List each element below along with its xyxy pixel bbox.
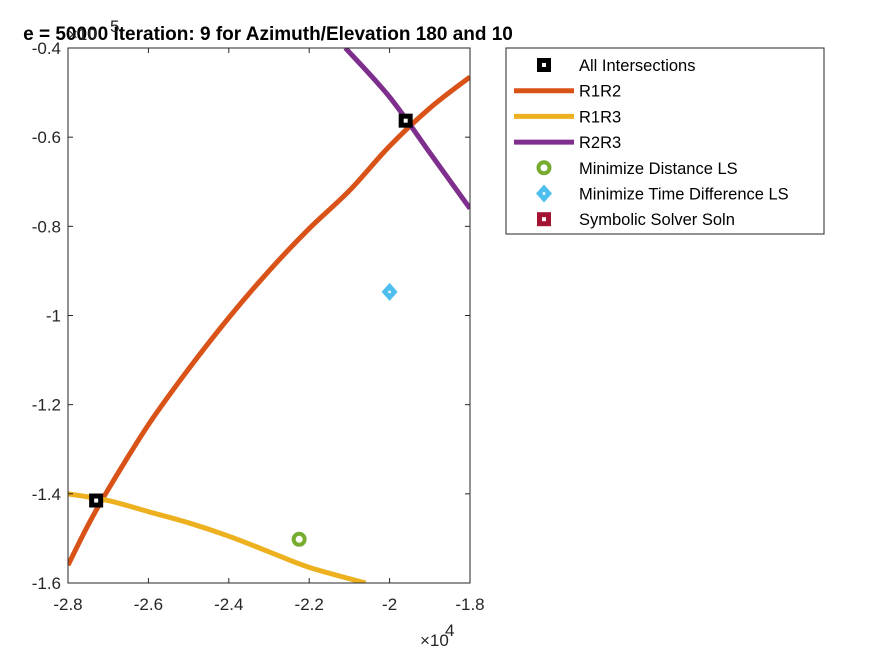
marker-minimize-distance-ls-0 xyxy=(291,531,307,547)
x-tick-label-2: -2.4 xyxy=(214,595,243,614)
y-tick-label-1: -1.4 xyxy=(32,485,61,504)
legend: All Intersections R1R2 R1R3 R2R3 Minimize Di… xyxy=(505,47,825,235)
legend-swatch-minimize-distance-ls-dot xyxy=(542,166,546,170)
legend-entry-minimize-time-difference-ls: Minimize Time Difference LS xyxy=(536,184,789,204)
legend-label-r2r3: R2R3 xyxy=(579,134,621,152)
plot-background xyxy=(68,48,470,583)
x-multiplier-base: ×10 xyxy=(420,631,449,650)
chart-title: e = 50000 Iteration: 9 for Azimuth/Eleva… xyxy=(23,24,513,45)
legend-swatch-minimize-time-difference-ls-dot xyxy=(542,192,546,195)
marker-minimize-time-difference-ls-0 xyxy=(381,282,398,301)
legend-swatch-all-intersections-dot xyxy=(542,63,546,67)
y-multiplier-base: ×10 xyxy=(68,25,97,44)
y-tick-label-6: -0.4 xyxy=(32,39,61,58)
marker-minimize-distance-ls-0-ring xyxy=(291,531,307,547)
series-line-r1r2 xyxy=(68,75,470,567)
y-tick-label-5: -0.6 xyxy=(32,128,61,147)
legend-swatch-symbolic-solver-soln-dot xyxy=(542,217,546,222)
legend-entry-r2r3: R2R3 xyxy=(514,134,621,152)
legend-label-all-intersections: All Intersections xyxy=(579,57,695,75)
legend-entry-r1r3: R1R3 xyxy=(514,108,621,126)
marker-all-intersections-1 xyxy=(398,113,413,128)
legend-entry-symbolic-solver-soln: Symbolic Solver Soln xyxy=(537,211,735,229)
marker-all-intersections-1-dot xyxy=(403,118,408,123)
marker-all-intersections-0 xyxy=(89,493,104,508)
legend-label-r1r2: R1R2 xyxy=(579,83,621,101)
ticks: -2.8 -2.6 -2.4 -2.2 -2 -1.8 -1.6 -1.4 -1.2 -1 -0.8… xyxy=(32,39,485,614)
legend-entry-minimize-distance-ls: Minimize Distance LS xyxy=(536,160,738,178)
series-line-r1r3 xyxy=(68,491,367,583)
legend-label-r1r3: R1R3 xyxy=(579,108,621,126)
legend-swatch-minimize-distance-ls-ring xyxy=(536,160,552,176)
y-tick-label-2: -1.2 xyxy=(32,396,61,415)
y-tick-label-3: -1 xyxy=(46,307,61,326)
marker-minimize-distance-ls-0-dot xyxy=(297,537,301,541)
x-tick-label-0: -2.8 xyxy=(53,595,82,614)
legend-label-symbolic-solver-soln: Symbolic Solver Soln xyxy=(579,211,735,229)
legend-swatch-minimize-distance-ls xyxy=(536,160,552,176)
x-tick-label-5: -1.8 xyxy=(455,595,484,614)
legend-entry-all-intersections: All Intersections xyxy=(537,57,695,75)
legend-label-minimize-distance-ls: Minimize Distance LS xyxy=(579,160,738,178)
x-multiplier-exponent: 4 xyxy=(445,621,454,640)
legend-entry-r1r2: R1R2 xyxy=(514,83,621,101)
marker-minimize-time-difference-ls-0-dot xyxy=(388,290,391,294)
x-tick-label-1: -2.6 xyxy=(134,595,163,614)
y-multiplier-exponent: 5 xyxy=(110,17,119,36)
legend-label-minimize-time-difference-ls: Minimize Time Difference LS xyxy=(579,186,789,204)
plot-area xyxy=(68,48,470,583)
x-tick-label-4: -2 xyxy=(382,595,397,614)
axes-background xyxy=(68,48,470,583)
marker-all-intersections-0-dot xyxy=(94,498,99,503)
x-axis-multiplier: ×10 4 xyxy=(420,621,454,650)
y-tick-label-0: -1.6 xyxy=(32,574,61,593)
legend-swatch-minimize-time-difference-ls xyxy=(536,184,552,203)
legend-swatch-all-intersections xyxy=(537,58,551,72)
y-axis-multiplier: ×10 5 xyxy=(68,17,119,44)
y-tick-label-4: -0.8 xyxy=(32,217,61,236)
x-tick-label-3: -2.2 xyxy=(295,595,324,614)
legend-swatch-symbolic-solver-soln xyxy=(537,212,551,227)
